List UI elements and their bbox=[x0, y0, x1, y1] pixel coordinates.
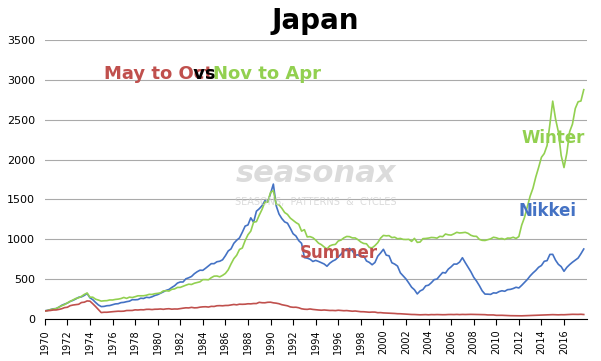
Text: seasonax: seasonax bbox=[236, 160, 396, 188]
Text: May to Oct: May to Oct bbox=[104, 65, 213, 83]
Text: Summer: Summer bbox=[299, 244, 377, 262]
Text: vs: vs bbox=[187, 65, 222, 83]
Text: Nov to Apr: Nov to Apr bbox=[213, 65, 321, 83]
Text: SEASONS,  PATTERNS  &  CYCLES: SEASONS, PATTERNS & CYCLES bbox=[235, 197, 397, 207]
Title: Japan: Japan bbox=[272, 7, 359, 35]
Text: Winter: Winter bbox=[522, 129, 585, 147]
Text: Nikkei: Nikkei bbox=[519, 202, 577, 220]
